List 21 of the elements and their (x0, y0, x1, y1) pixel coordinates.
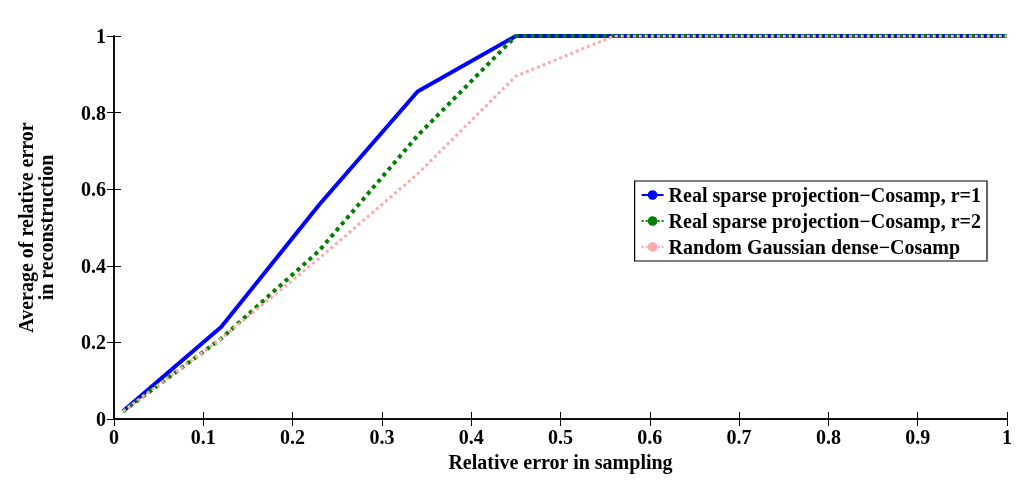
legend-label: Real sparse projection−Cosamp, r=2 (668, 210, 982, 233)
x-tick-label: 0.3 (369, 426, 395, 448)
y-tick-label: 0 (96, 408, 106, 430)
y-tick-label: 1 (96, 25, 106, 47)
y-tick-label: 0.2 (81, 331, 106, 354)
y-tick-label: 0.8 (81, 101, 106, 124)
x-tick-label: 0.2 (280, 426, 306, 448)
legend-label: Random Gaussian dense−Cosamp (668, 236, 961, 259)
x-tick-label: 0.8 (815, 426, 841, 448)
y-tick-label: 0.6 (81, 178, 106, 201)
x-axis-title: Relative error in sampling (448, 450, 673, 474)
x-tick-label: 0.7 (726, 426, 752, 448)
y-tick-label: 0.4 (81, 254, 106, 277)
x-tick-label: 0.1 (190, 426, 216, 448)
x-tick-label: 1 (1002, 426, 1012, 448)
x-tick-label: 0.4 (458, 426, 484, 448)
y-axis-title: Average of relative error in reconstruction (15, 122, 57, 333)
legend-label: Real sparse projection−Cosamp, r=1 (668, 184, 982, 207)
x-tick-label: 0.9 (905, 426, 931, 448)
x-tick-label: 0.6 (637, 426, 663, 448)
x-tick-label: 0.5 (548, 426, 573, 448)
